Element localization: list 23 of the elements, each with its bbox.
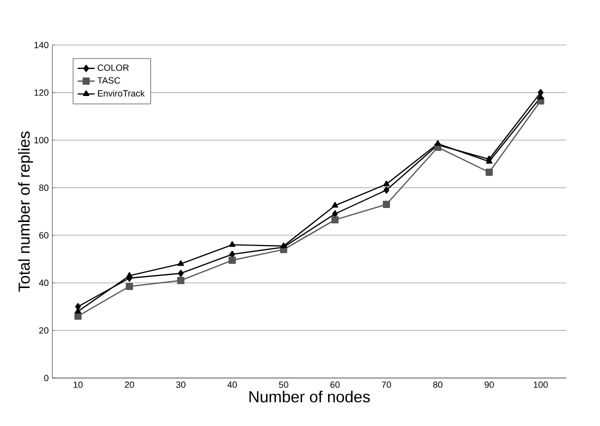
y-axis-title: Total number of replies [18, 131, 33, 292]
y-tick-label: 20 [39, 327, 48, 334]
x-tick-label: 30 [176, 382, 186, 388]
x-tick-label: 50 [278, 382, 288, 388]
y-tick-label: 0 [44, 374, 48, 382]
x-tick-label: 60 [330, 382, 340, 388]
x-tick-label: 70 [382, 382, 392, 388]
x-axis-title: Number of nodes [249, 390, 370, 402]
y-tick-label: 60 [39, 232, 48, 238]
legend-label: TASC [97, 77, 120, 84]
y-tick-label: 100 [34, 136, 48, 144]
x-tick-label: 20 [124, 382, 134, 388]
x-tick-label: 10 [74, 382, 83, 388]
x-tick-label: 90 [484, 382, 494, 388]
legend-label: COLOR [98, 64, 129, 71]
y-tick-label: 140 [34, 42, 48, 48]
y-tick-label: 40 [39, 280, 48, 286]
y-tick-label: 120 [34, 89, 48, 96]
x-tick-label: 100 [534, 382, 548, 388]
y-tick-label: 80 [39, 184, 48, 191]
legend-label: EnviroTrack [98, 90, 145, 97]
x-tick-label: 40 [227, 382, 237, 388]
x-tick-label: 80 [433, 382, 442, 388]
